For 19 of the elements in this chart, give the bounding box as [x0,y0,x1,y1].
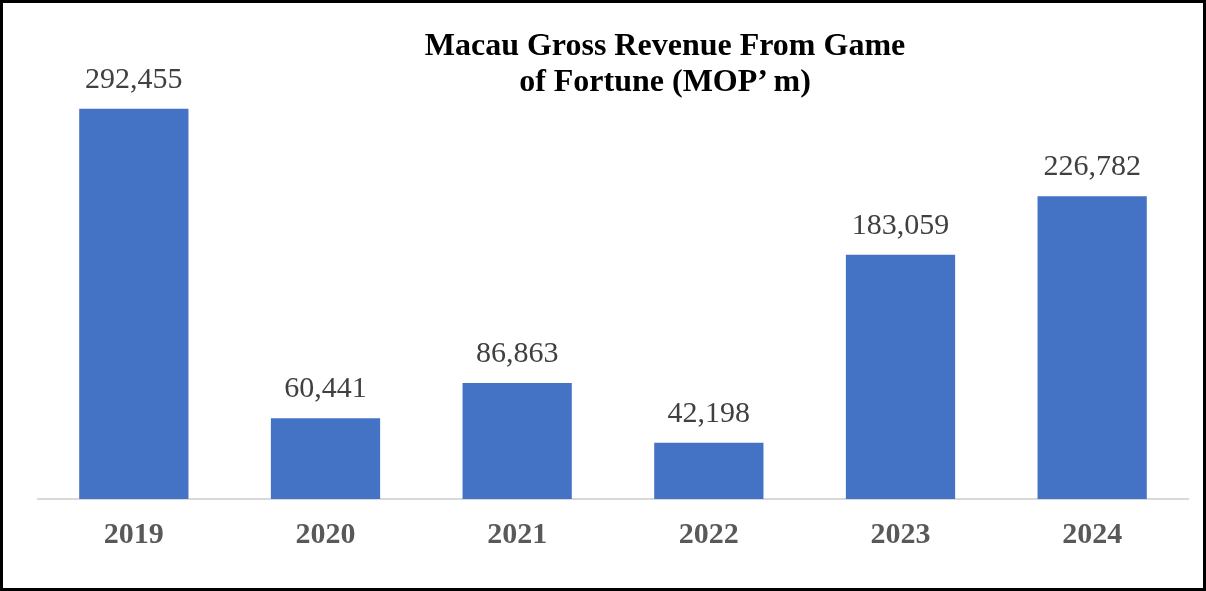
x-tick-label: 2023 [870,515,931,549]
bar [1037,196,1147,499]
bar [845,254,956,499]
data-label: 42,198 [667,394,751,428]
data-label: 60,441 [284,370,367,404]
x-tick-label: 2024 [1062,515,1123,549]
x-tick-label: 2022 [678,515,739,549]
bar [270,418,381,499]
bar [79,108,189,499]
data-label: 226,782 [1043,148,1141,182]
data-label: 292,455 [85,60,183,94]
data-label: 86,863 [475,334,559,368]
bar [654,442,764,499]
bar [462,383,572,499]
x-tick-label: 2020 [295,515,356,549]
x-tick-label: 2021 [487,515,548,549]
chart-title: Macau Gross Revenue From Game of Fortune (MOP’ m) [423,26,907,98]
data-label: 183,059 [851,206,950,240]
x-tick-label: 2019 [103,515,164,549]
